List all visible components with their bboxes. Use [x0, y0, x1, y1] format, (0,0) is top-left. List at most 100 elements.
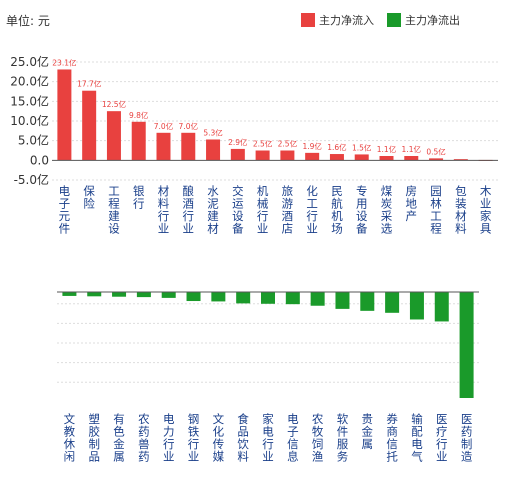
- outflow-category-label: 塑胶制品: [88, 412, 100, 464]
- inflow-bar: [156, 132, 171, 161]
- inflow-ytick-label: -5.0亿: [14, 172, 49, 187]
- inflow-data-label: 17.7亿: [77, 79, 102, 89]
- inflow-bar: [57, 69, 72, 161]
- inflow-data-label: 7.0亿: [154, 121, 174, 131]
- outflow-bar: [434, 292, 449, 322]
- outflow-category-label: 医疗行业: [436, 412, 448, 464]
- inflow-ytick-label: 15.0亿: [10, 93, 49, 108]
- inflow-data-label: 2.5亿: [278, 139, 298, 149]
- inflow-category-label: 民航机场: [331, 184, 343, 236]
- outflow-bar: [112, 292, 127, 297]
- outflow-category-label: 输配电气: [411, 412, 423, 464]
- outflow-category-label: 文教休闲: [64, 412, 76, 464]
- legend-item-outflow[interactable]: 主力净流出: [387, 12, 460, 28]
- inflow-ytick-label: 20.0亿: [10, 74, 49, 89]
- inflow-bar: [106, 111, 121, 161]
- legend-swatch-outflow: [387, 13, 401, 27]
- inflow-bar: [131, 121, 146, 161]
- outflow-bar: [62, 292, 77, 296]
- inflow-bar: [280, 150, 295, 161]
- inflow-bar: [379, 156, 394, 161]
- inflow-data-label: 1.1亿: [377, 144, 397, 154]
- inflow-data-label: 0.5亿: [426, 146, 446, 156]
- outflow-bar: [459, 292, 474, 398]
- outflow-bar: [211, 292, 226, 302]
- outflow-category-label: 农药兽药: [138, 412, 150, 464]
- outflow-category-label: 有色金属: [113, 412, 125, 464]
- inflow-bar: [404, 156, 419, 161]
- inflow-category-label: 交运设备: [232, 184, 244, 236]
- inflow-data-label: 1.1亿: [402, 144, 422, 154]
- outflow-bar: [385, 292, 400, 313]
- inflow-category-label: 酿酒行业: [183, 184, 195, 236]
- outflow-bar: [87, 292, 102, 297]
- inflow-data-label: 5.3亿: [203, 127, 223, 137]
- inflow-bar: [453, 159, 468, 161]
- outflow-category-label: 券商信托: [386, 412, 398, 464]
- inflow-category-label: 材料行业: [158, 184, 170, 236]
- outflow-bar: [335, 292, 350, 309]
- inflow-data-label: 1.5亿: [352, 142, 372, 152]
- inflow-category-label: 银行: [133, 184, 145, 211]
- outflow-category-label: 家电行业: [262, 412, 274, 464]
- legend-label-outflow: 主力净流出: [405, 14, 460, 27]
- inflow-category-label: 房地产: [406, 184, 418, 223]
- outflow-category-label: 电子信息: [287, 412, 299, 464]
- inflow-bar: [206, 139, 221, 161]
- inflow-category-label: 工程建设: [108, 184, 120, 236]
- legend-swatch-inflow: [301, 13, 315, 27]
- outflow-category-label: 贵金属: [362, 412, 374, 451]
- inflow-bar: [181, 132, 196, 161]
- inflow-bar: [82, 90, 97, 161]
- inflow-bar: [230, 148, 245, 161]
- inflow-category-label: 机械行业: [257, 184, 269, 236]
- outflow-category-label: 文化传媒: [213, 412, 225, 464]
- inflow-data-label: 1.6亿: [327, 142, 347, 152]
- inflow-category-label: 园林工程: [430, 184, 442, 236]
- inflow-category-label: 水泥建材: [207, 184, 219, 236]
- inflow-category-label: 保险: [83, 184, 95, 211]
- outflow-category-label: 软件服务: [337, 412, 349, 464]
- legend: 主力净流入 主力净流出: [301, 12, 473, 28]
- inflow-data-label: 7.0亿: [179, 121, 199, 131]
- inflow-category-label: 包装材料: [455, 184, 467, 236]
- outflow-bar: [161, 292, 176, 298]
- outflow-bar: [310, 292, 325, 306]
- inflow-bar: [329, 154, 344, 161]
- inflow-ytick-label: 0.0: [30, 153, 49, 167]
- inflow-category-label: 煤炭采选: [381, 184, 393, 236]
- inflow-data-label: 9.8亿: [129, 110, 149, 120]
- unit-label: 单位: 元: [6, 14, 50, 28]
- inflow-data-label: 2.9亿: [228, 137, 248, 147]
- inflow-bar: [255, 150, 270, 161]
- outflow-bar: [136, 292, 151, 298]
- outflow-bar: [186, 292, 201, 302]
- outflow-bar: [409, 292, 424, 320]
- outflow-category-label: 食品饮料: [237, 412, 249, 464]
- outflow-category-label: 农牧饲渔: [312, 412, 324, 464]
- outflow-bar: [360, 292, 375, 311]
- inflow-bar: [305, 152, 320, 161]
- inflow-ytick-label: 5.0亿: [18, 133, 49, 148]
- inflow-bar: [429, 158, 444, 161]
- outflow-bar: [285, 292, 300, 305]
- inflow-data-label: 12.5亿: [102, 99, 127, 109]
- outflow-bar: [261, 292, 275, 304]
- outflow-category-label: 钢铁行业: [188, 412, 200, 464]
- inflow-data-label: 2.5亿: [253, 139, 273, 149]
- inflow-category-label: 电子元件: [59, 184, 71, 236]
- legend-item-inflow[interactable]: 主力净流入: [301, 12, 374, 28]
- inflow-bar: [354, 154, 369, 161]
- inflow-category-label: 化工行业: [306, 184, 318, 236]
- inflow-ytick-label: 10.0亿: [10, 113, 49, 128]
- outflow-bar: [236, 292, 251, 304]
- outflow-category-label: 医药制造: [461, 412, 473, 464]
- legend-label-inflow: 主力净流入: [319, 14, 374, 27]
- inflow-category-label: 木业家具: [480, 184, 492, 236]
- outflow-category-label: 电力行业: [163, 412, 175, 464]
- inflow-data-label: 1.9亿: [302, 141, 322, 151]
- inflow-ytick-label: 25.0亿: [10, 54, 49, 69]
- inflow-category-label: 旅游酒店: [282, 184, 294, 236]
